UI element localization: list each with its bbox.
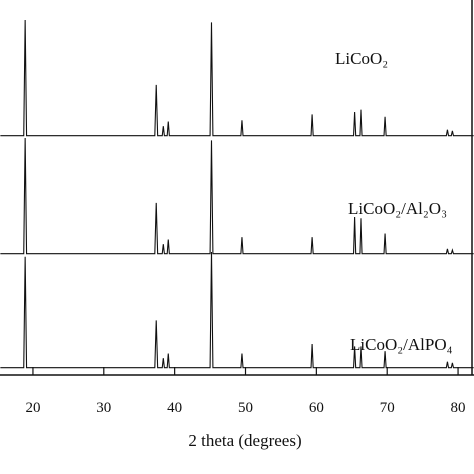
x-tick-label: 70 bbox=[380, 400, 395, 416]
x-tick-label: 50 bbox=[238, 400, 253, 416]
xrd-pattern bbox=[0, 19, 474, 137]
series-label: LiCoO₂/AlPO₄ bbox=[350, 335, 453, 354]
xrd-pattern bbox=[0, 251, 474, 369]
series-label: LiCoO₂/Al₂O₃ bbox=[348, 199, 447, 218]
series-label: LiCoO₂ bbox=[335, 49, 388, 68]
x-tick-label: 20 bbox=[25, 400, 40, 416]
x-tick-label: 30 bbox=[96, 400, 111, 416]
x-tick-label: 80 bbox=[451, 400, 466, 416]
xrd-pattern bbox=[0, 137, 474, 255]
x-tick-label: 40 bbox=[167, 400, 182, 416]
x-tick-label: 60 bbox=[309, 400, 324, 416]
x-axis-title: 2 theta (degrees) bbox=[188, 431, 301, 450]
